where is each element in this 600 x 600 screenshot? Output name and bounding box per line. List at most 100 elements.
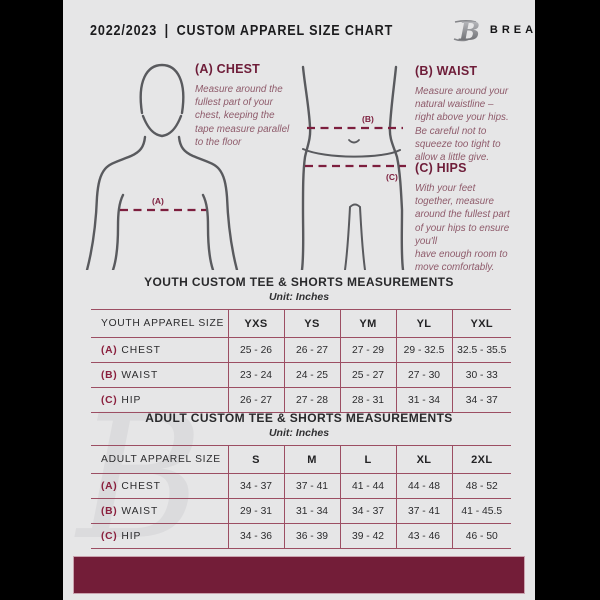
adult-size-table: ADULT APPAREL SIZE S M L XL 2XL (A) CHEST… xyxy=(91,445,511,549)
size-value-cell: 34 - 37 xyxy=(451,387,511,413)
youth-hip-row: (C) HIP 26 - 27 27 - 28 28 - 31 31 - 34 3… xyxy=(91,387,511,413)
size-column-header: XL xyxy=(395,445,452,474)
row-label-cell: (A) CHEST xyxy=(91,337,228,363)
right-shoulder-arm-outline xyxy=(177,135,239,270)
size-column-header: L xyxy=(339,445,396,474)
left-inner-leg-line xyxy=(344,206,351,270)
youth-header-row: YOUTH APPAREL SIZE YXS YS YM YL YXL xyxy=(91,309,511,338)
row-prefix: (C) xyxy=(101,394,118,406)
chest-body-text: Measure around the fullest part of your … xyxy=(195,84,290,148)
crotch-line xyxy=(349,203,361,208)
waist-instructions: (B) WAIST Measure around your natural wa… xyxy=(415,64,533,164)
left-inner-arm-line xyxy=(111,193,125,270)
size-value-cell: 31 - 34 xyxy=(395,387,452,413)
adult-chest-row: (A) CHEST 34 - 37 37 - 41 41 - 44 44 - 48… xyxy=(91,473,511,499)
title-separator: | xyxy=(164,21,170,39)
row-label: HIP xyxy=(121,530,142,542)
page-title: 2022/2023 | CUSTOM APPAREL SIZE CHART xyxy=(90,22,393,39)
adult-waist-row: (B) WAIST 29 - 31 31 - 34 34 - 37 37 - 41… xyxy=(91,498,511,524)
size-value-cell: 28 - 31 xyxy=(339,387,396,413)
row-label-cell: (C) HIP xyxy=(91,523,228,549)
head-jaw-outline xyxy=(141,114,183,138)
waist-body-text: Measure around your natural waistline – … xyxy=(415,86,509,164)
youth-section-title: YOUTH CUSTOM TEE & SHORTS MEASUREMENTS xyxy=(144,275,454,289)
row-label-cell: (B) WAIST xyxy=(91,498,228,524)
head-top-outline xyxy=(139,63,185,115)
size-column-header: 2XL xyxy=(451,445,511,474)
waist-heading: (B) WAIST xyxy=(415,64,478,78)
row-label: HIP xyxy=(121,394,142,406)
size-value-cell: 30 - 33 xyxy=(451,362,511,388)
footer-bar xyxy=(73,556,525,594)
row-prefix: (B) xyxy=(101,369,118,381)
size-column-header: YL xyxy=(395,309,452,338)
row-prefix: (B) xyxy=(101,505,118,517)
adult-size-label-cell: ADULT APPAREL SIZE xyxy=(91,445,228,474)
size-value-cell: 34 - 36 xyxy=(227,523,284,549)
size-value-cell: 39 - 42 xyxy=(339,523,396,549)
brand-name: BREAKAWAY xyxy=(489,24,535,36)
size-value-cell: 25 - 26 xyxy=(227,337,284,363)
size-value-cell: 27 - 30 xyxy=(395,362,452,388)
breakaway-logo-icon: B xyxy=(453,17,480,45)
size-value-cell: 27 - 29 xyxy=(339,337,396,363)
chest-instructions: (A) CHEST Measure around the fullest par… xyxy=(195,62,305,149)
adult-header-row: ADULT APPAREL SIZE S M L XL 2XL xyxy=(91,445,511,474)
size-value-cell: 27 - 28 xyxy=(283,387,340,413)
size-value-cell: 43 - 46 xyxy=(395,523,452,549)
row-label: CHEST xyxy=(121,344,161,356)
page-header: 2022/2023 | CUSTOM APPAREL SIZE CHART B … xyxy=(90,15,535,45)
lower-body-left-outline xyxy=(300,65,312,270)
row-label-cell: (B) WAIST xyxy=(91,362,228,388)
size-value-cell: 41 - 44 xyxy=(339,473,396,499)
row-label: CHEST xyxy=(121,480,161,492)
adult-unit-label: Unit: Inches xyxy=(268,427,330,439)
size-column-header: YXL xyxy=(451,309,511,338)
size-value-cell: 29 - 31 xyxy=(227,498,284,524)
size-value-cell: 37 - 41 xyxy=(395,498,452,524)
size-value-cell: 41 - 45.5 xyxy=(451,498,511,524)
row-prefix: (A) xyxy=(101,480,118,492)
row-prefix: (C) xyxy=(101,530,118,542)
youth-section: YOUTH CUSTOM TEE & SHORTS MEASUREMENTS U… xyxy=(63,275,535,413)
youth-chest-row: (A) CHEST 25 - 26 26 - 27 27 - 29 29 - 32… xyxy=(91,337,511,363)
marker-c-label: (C) xyxy=(386,172,398,182)
size-value-cell: 24 - 25 xyxy=(283,362,340,388)
letterbox-left xyxy=(0,0,63,600)
chest-heading: (A) CHEST xyxy=(195,62,260,76)
title-year: 2022/2023 xyxy=(90,21,158,39)
size-value-cell: 31 - 34 xyxy=(283,498,340,524)
size-column-header: S xyxy=(227,445,284,474)
size-chart-page: 2022/2023 | CUSTOM APPAREL SIZE CHART B … xyxy=(63,0,535,600)
right-inner-leg-line xyxy=(359,206,366,270)
size-value-cell: 34 - 37 xyxy=(227,473,284,499)
youth-size-table: YOUTH APPAREL SIZE YXS YS YM YL YXL (A) C… xyxy=(91,309,511,413)
adult-section-title: ADULT CUSTOM TEE & SHORTS MEASUREMENTS xyxy=(145,411,453,425)
size-value-cell: 29 - 32.5 xyxy=(395,337,452,363)
size-value-cell: 32.5 - 35.5 xyxy=(451,337,511,363)
row-prefix: (A) xyxy=(101,344,118,356)
row-label: WAIST xyxy=(121,369,159,381)
adult-section: ADULT CUSTOM TEE & SHORTS MEASUREMENTS U… xyxy=(63,411,535,549)
youth-waist-row: (B) WAIST 23 - 24 24 - 25 25 - 27 27 - 30… xyxy=(91,362,511,388)
youth-unit-label: Unit: Inches xyxy=(268,291,330,303)
size-column-header: YXS xyxy=(227,309,284,338)
hips-body-text: With your feet together, measure around … xyxy=(415,183,510,274)
size-value-cell: 34 - 37 xyxy=(339,498,396,524)
marker-a-label: (A) xyxy=(152,196,164,206)
logo-letter: B xyxy=(458,17,480,45)
title-text: CUSTOM APPAREL SIZE CHART xyxy=(176,21,394,39)
size-value-cell: 48 - 52 xyxy=(451,473,511,499)
body-outline-illustration xyxy=(85,63,406,270)
letterbox-right xyxy=(535,0,600,600)
row-label: WAIST xyxy=(121,505,159,517)
hip-curve-line xyxy=(302,148,401,158)
size-value-cell: 44 - 48 xyxy=(395,473,452,499)
row-label-cell: (A) CHEST xyxy=(91,473,228,499)
left-shoulder-arm-outline xyxy=(85,135,147,270)
navel-mark xyxy=(348,139,360,144)
size-value-cell: 46 - 50 xyxy=(451,523,511,549)
size-value-cell: 26 - 27 xyxy=(227,387,284,413)
size-column-header: YS xyxy=(283,309,340,338)
